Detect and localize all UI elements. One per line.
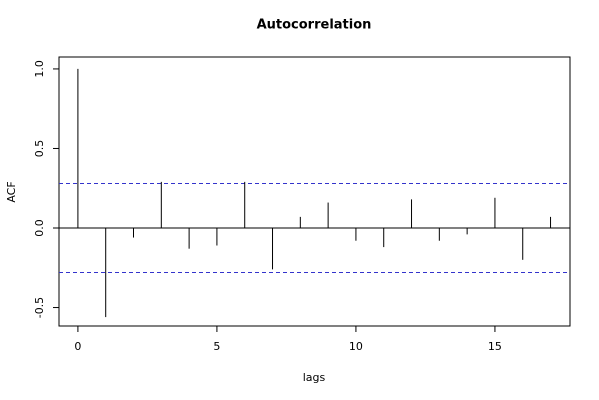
- y-axis-label: ACF: [5, 181, 18, 202]
- y-tick-label: 1.0: [33, 60, 46, 78]
- chart-title: Autocorrelation: [257, 18, 372, 33]
- x-tick-label: 15: [488, 340, 502, 353]
- y-tick-label: 0.0: [33, 219, 46, 237]
- plot-box: [58, 56, 571, 327]
- x-axis-label: lags: [303, 371, 326, 384]
- y-tick-label: -0.5: [33, 297, 46, 318]
- x-tick-label: 5: [213, 340, 220, 353]
- x-tick-label: 0: [74, 340, 81, 353]
- y-tick-label: 0.5: [33, 140, 46, 158]
- x-tick-label: 10: [349, 340, 363, 353]
